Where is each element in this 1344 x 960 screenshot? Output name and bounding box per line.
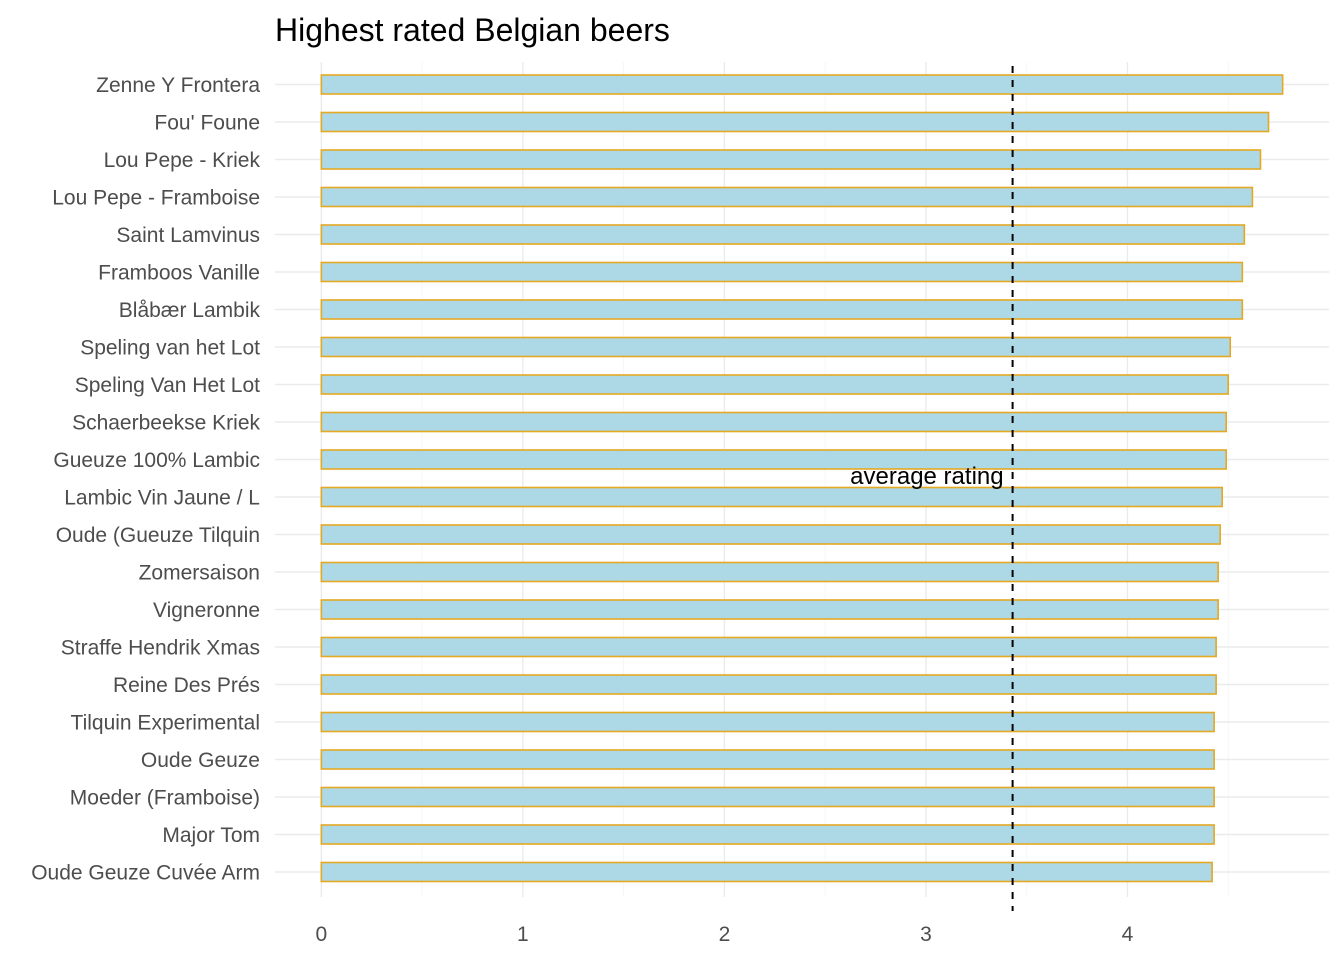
bar: [320, 449, 1228, 470]
category-label: Gueuze 100% Lambic: [53, 449, 260, 472]
category-label: Zomersaison: [139, 562, 260, 585]
bar: [320, 336, 1232, 358]
x-tick-label: 0: [316, 923, 328, 946]
bar: [320, 411, 1228, 433]
category-label: Lou Pepe - Kriek: [104, 149, 261, 172]
bar: [320, 861, 1213, 883]
category-label: Vigneronne: [153, 599, 260, 622]
bar: [320, 261, 1244, 283]
category-label: Reine Des Prés: [113, 674, 260, 697]
bar: [320, 486, 1223, 508]
category-label: Lou Pepe - Framboise: [52, 187, 260, 210]
category-label: Speling Van Het Lot: [75, 374, 260, 397]
category-label: Blåbær Lambik: [119, 299, 261, 322]
x-tick-label: 3: [920, 923, 932, 946]
x-tick-label: 2: [719, 923, 731, 946]
category-label: Lambic Vin Jaune / L: [64, 487, 260, 510]
bar: [320, 224, 1246, 245]
bar: [320, 74, 1284, 95]
category-label: Oude Geuze Cuvée Arm: [31, 862, 260, 885]
x-tick-label: 1: [517, 923, 529, 946]
category-label: Fou' Foune: [154, 112, 260, 135]
bar: [320, 749, 1215, 770]
category-label: Speling van het Lot: [80, 337, 260, 360]
category-label: Tilquin Experimental: [71, 712, 260, 735]
bar: [320, 599, 1219, 620]
bar: [320, 786, 1215, 808]
category-label: Major Tom: [162, 824, 260, 847]
chart-title: Highest rated Belgian beers: [275, 12, 670, 48]
bar: [320, 561, 1219, 583]
bar: [320, 636, 1217, 658]
category-label: Oude (Gueuze Tilquin: [56, 524, 260, 547]
category-label: Zenne Y Frontera: [96, 74, 260, 97]
average-rating-annotation: average rating: [850, 463, 1003, 490]
bar: [320, 824, 1215, 845]
bar: [320, 299, 1244, 320]
bar: [320, 149, 1262, 170]
category-label: Straffe Hendrik Xmas: [61, 637, 260, 660]
bar: [320, 186, 1254, 208]
bar: [320, 674, 1217, 695]
reference-line-group: average rating: [850, 66, 1014, 911]
category-label: Schaerbeekse Kriek: [72, 412, 260, 435]
x-tick-labels: 0 1 2 3 4: [316, 923, 1134, 946]
category-labels: Zenne Y Frontera Fou' Foune Lou Pepe - Kri…: [31, 74, 260, 885]
category-label: Oude Geuze: [141, 749, 260, 772]
bars: [320, 74, 1284, 883]
bar: [320, 711, 1215, 733]
bar: [320, 524, 1221, 545]
x-tick-label: 4: [1122, 923, 1134, 946]
bar: [320, 374, 1230, 395]
category-label: Saint Lamvinus: [116, 224, 260, 247]
bar: [320, 111, 1270, 133]
category-label: Moeder (Framboise): [70, 787, 260, 810]
category-label: Framboos Vanille: [98, 262, 260, 285]
